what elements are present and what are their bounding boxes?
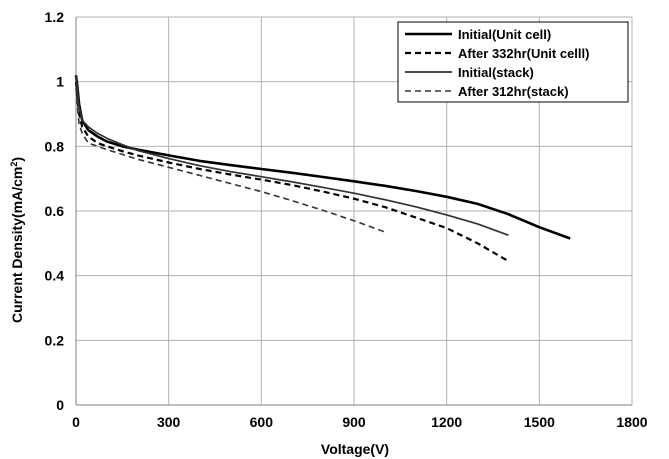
legend-label-1: Initial(Unit cell) bbox=[458, 27, 551, 42]
x-tick-label: 1800 bbox=[616, 414, 647, 430]
series-line-2 bbox=[74, 81, 509, 263]
y-axis-label-main: Current Density(mA/cm bbox=[9, 167, 25, 323]
legend-box bbox=[397, 21, 629, 103]
series-group bbox=[74, 75, 571, 263]
y-tick-label: 1 bbox=[56, 74, 64, 90]
x-tick-label: 600 bbox=[250, 414, 274, 430]
series-line-3 bbox=[75, 75, 509, 236]
y-axis-label-end: ) bbox=[9, 157, 25, 162]
x-tick-labels: 0 300 600 900 1200 1500 1800 bbox=[72, 414, 648, 430]
y-tick-label: 0.2 bbox=[45, 332, 65, 348]
y-tick-label: 1.2 bbox=[45, 9, 65, 25]
x-tick-label: 1200 bbox=[431, 414, 462, 430]
series-line-1 bbox=[74, 75, 571, 240]
y-axis-label: Current Density(mA/cm2) bbox=[9, 157, 25, 323]
legend-label-4: After 312hr(stack) bbox=[458, 84, 569, 99]
legend-label-2: After 332hr(Unit celll) bbox=[458, 46, 589, 61]
y-tick-labels: 0 0.2 0.4 0.6 0.8 1 1.2 bbox=[45, 9, 65, 413]
y-tick-label: 0.8 bbox=[45, 138, 65, 154]
x-tick-label: 0 bbox=[72, 414, 80, 430]
y-tick-label: 0.4 bbox=[45, 268, 65, 284]
series-line-4 bbox=[75, 88, 386, 233]
y-tick-label: 0.6 bbox=[45, 203, 65, 219]
x-tick-label: 300 bbox=[157, 414, 181, 430]
x-tick-label: 1500 bbox=[524, 414, 555, 430]
y-tick-label: 0 bbox=[56, 397, 64, 413]
y-axis-label-superscript: 2 bbox=[9, 162, 19, 167]
x-axis-label: Voltage(V) bbox=[321, 441, 389, 457]
grid bbox=[76, 16, 633, 405]
legend-label-3: Initial(stack) bbox=[458, 65, 534, 80]
legend: Initial(Unit cell) After 332hr(Unit celll… bbox=[397, 21, 629, 103]
x-tick-label: 900 bbox=[342, 414, 366, 430]
